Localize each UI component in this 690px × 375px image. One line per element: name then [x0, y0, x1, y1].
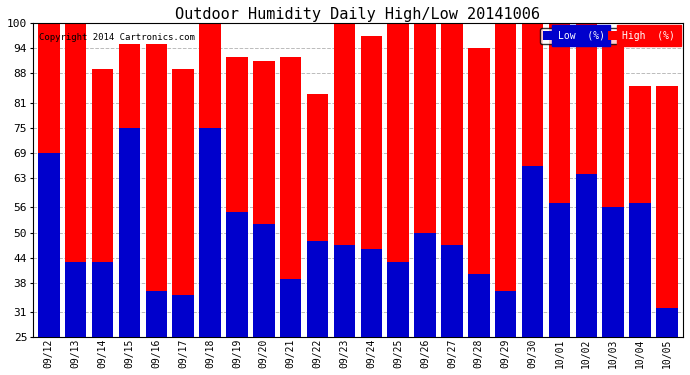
Bar — [226, 211, 248, 337]
Bar — [172, 296, 194, 337]
Bar — [468, 48, 490, 337]
Bar — [361, 249, 382, 337]
Bar — [495, 291, 516, 337]
Bar — [280, 57, 302, 337]
Bar — [495, 23, 516, 337]
Bar — [334, 23, 355, 337]
Bar — [361, 36, 382, 337]
Bar — [522, 23, 543, 337]
Bar — [656, 86, 678, 337]
Bar — [199, 23, 221, 337]
Bar — [549, 23, 570, 337]
Bar — [280, 279, 302, 337]
Bar — [119, 128, 140, 337]
Bar — [226, 57, 248, 337]
Bar — [602, 40, 624, 337]
Bar — [575, 23, 597, 337]
Bar — [38, 153, 59, 337]
Bar — [656, 308, 678, 337]
Bar — [441, 245, 463, 337]
Bar — [414, 23, 436, 337]
Bar — [388, 262, 409, 337]
Bar — [199, 128, 221, 337]
Bar — [334, 245, 355, 337]
Legend: Low  (%), High  (%): Low (%), High (%) — [540, 28, 678, 44]
Bar — [92, 262, 113, 337]
Bar — [414, 232, 436, 337]
Bar — [172, 69, 194, 337]
Bar — [65, 262, 86, 337]
Bar — [388, 23, 409, 337]
Bar — [549, 203, 570, 337]
Bar — [575, 174, 597, 337]
Bar — [119, 44, 140, 337]
Bar — [65, 23, 86, 337]
Bar — [92, 69, 113, 337]
Bar — [146, 291, 167, 337]
Bar — [441, 23, 463, 337]
Bar — [253, 224, 275, 337]
Bar — [522, 165, 543, 337]
Bar — [38, 23, 59, 337]
Bar — [307, 241, 328, 337]
Text: Copyright 2014 Cartronics.com: Copyright 2014 Cartronics.com — [39, 33, 195, 42]
Bar — [602, 207, 624, 337]
Bar — [629, 86, 651, 337]
Bar — [468, 274, 490, 337]
Title: Outdoor Humidity Daily High/Low 20141006: Outdoor Humidity Daily High/Low 20141006 — [175, 7, 540, 22]
Bar — [146, 44, 167, 337]
Bar — [307, 94, 328, 337]
Bar — [253, 61, 275, 337]
Bar — [629, 203, 651, 337]
